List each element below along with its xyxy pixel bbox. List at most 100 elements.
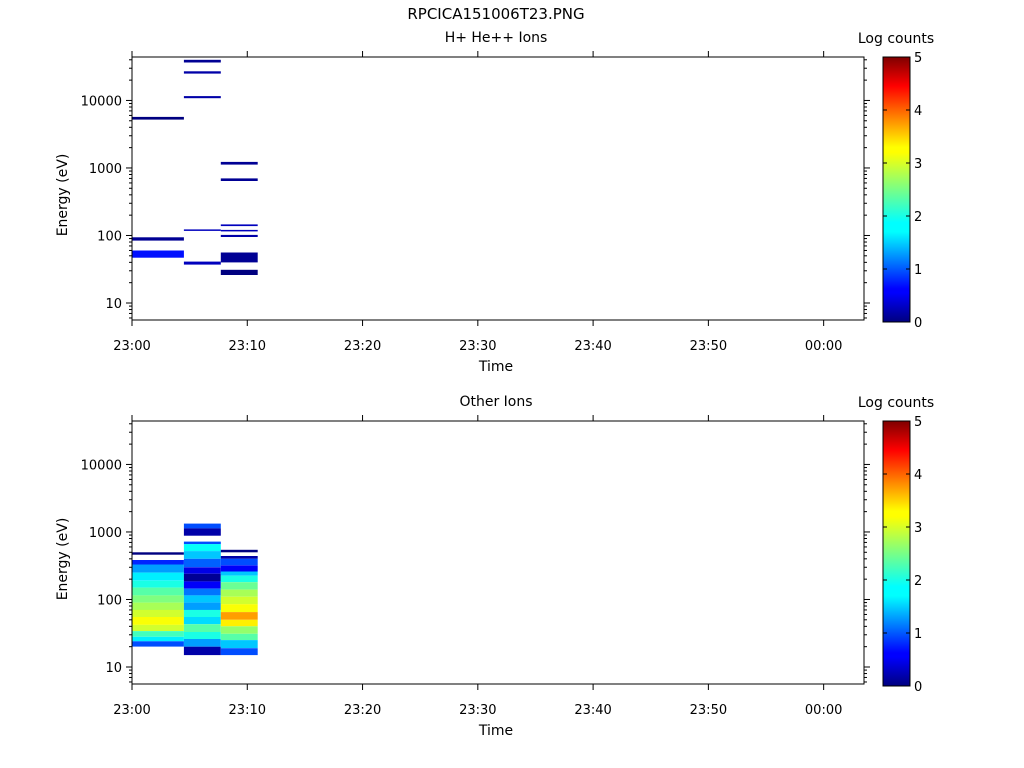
heatmap-cell [220,582,258,590]
heatmap-cell [132,624,184,632]
heatmap-cell [220,571,258,576]
x-tick-label: 23:00 [113,339,150,354]
heatmap-cell [132,631,184,637]
y-tick-label: 10 [105,297,122,312]
heatmap-cell [220,596,258,605]
heatmap-cell [183,59,221,63]
heatmap-cell [183,639,221,647]
panel-title: Other Ions [459,394,532,410]
x-tick-label: 00:00 [805,703,842,718]
heatmap-cell [220,626,258,634]
plot-frame [131,56,865,321]
heatmap-cell [132,564,184,573]
colorbar-tick-label: 5 [914,415,922,430]
colorbar-tick-label: 3 [914,521,922,536]
colorbar-ticks: 0 1 2 3 4 5 [883,51,922,331]
heatmap-cell [132,572,184,581]
heatmap-cell [132,580,184,588]
x-tick-label: 23:10 [229,339,266,354]
heatmap-cell [183,544,221,552]
y-tick-label: 10 [105,661,122,676]
heatmap-cell [183,617,221,625]
x-axis-label: Time [478,359,513,375]
heatmap-cell [132,617,184,625]
colorbar-tick-label: 2 [914,574,922,589]
heatmap-cells [132,523,258,656]
heatmap-cell [220,224,258,227]
heatmap-cell [220,269,258,275]
heatmap-cell [220,612,258,620]
heatmap-cell [183,581,221,589]
heatmap-cell [183,528,221,536]
y-tick-label: 10000 [81,458,122,473]
heatmap-cell [220,178,258,181]
heatmap-cell [183,573,221,582]
x-axis: 23:00 23:10 23:20 23:30 23:40 23:50 00:00 [113,415,842,718]
heatmap-cell [220,604,258,613]
heatmap-cell [220,565,258,572]
colorbar-tick-label: 4 [914,104,922,119]
heatmap-cell [220,619,258,627]
heatmap-cell [183,261,221,265]
y-tick-label: 100 [97,593,122,608]
x-tick-label: 23:40 [574,339,611,354]
heatmap-cell [220,589,258,597]
heatmap-cell [220,229,258,232]
figure-title: RPCICA151006T23.PNG [407,5,584,23]
heatmap-cell [183,523,221,529]
heatmap-cell [183,567,221,574]
heatmap-cell [220,234,258,237]
colorbar-tick-label: 3 [914,157,922,172]
colorbar-tick-label: 1 [914,627,922,642]
heatmap-cell [183,229,221,231]
colorbar-ticks: 0 1 2 3 4 5 [883,415,922,695]
y-tick-label: 100 [97,229,122,244]
x-tick-label: 23:30 [459,339,496,354]
colorbar-tick-label: 4 [914,468,922,483]
colorbar-tick-label: 0 [914,680,922,695]
y-tick-label: 1000 [89,162,122,177]
heatmap-cell [132,609,184,617]
x-tick-label: 00:00 [805,339,842,354]
heatmap-cell [132,237,184,241]
x-tick-label: 23:20 [344,703,381,718]
heatmap-cell [183,609,221,617]
y-axis-label: Energy (eV) [55,518,71,601]
y-axis-label: Energy (eV) [55,154,71,237]
y-axis: 10 100 1000 10000 [81,59,870,319]
heatmap-cell [220,252,258,263]
heatmap-cell [183,71,221,74]
heatmap-cell [220,575,258,583]
colorbar-tick-label: 5 [914,51,922,66]
heatmap-cell [132,587,184,596]
x-tick-label: 23:50 [690,703,727,718]
heatmap-cell [132,250,184,258]
x-tick-label: 23:10 [229,703,266,718]
heatmap-cell [183,632,221,639]
x-tick-label: 23:50 [690,339,727,354]
heatmap-cell [132,560,184,565]
x-tick-label: 23:30 [459,703,496,718]
y-tick-label: 1000 [89,526,122,541]
heatmap-cell [183,646,221,656]
x-axis-label: Time [478,723,513,739]
colorbar [882,420,911,687]
heatmap-cell [132,552,184,555]
y-tick-label: 10000 [81,94,122,109]
x-axis: 23:00 23:10 23:20 23:30 23:40 23:50 00:00 [113,51,842,354]
heatmap-cell [183,558,221,568]
heatmap-cell [183,624,221,632]
heatmap-cell [220,161,258,165]
y-axis: 10 100 1000 10000 [81,423,870,683]
x-tick-label: 23:00 [113,703,150,718]
heatmap-cell [220,549,258,553]
heatmap-cell [183,595,221,603]
heatmap-cell [220,558,258,566]
heatmap-cell [183,541,221,545]
heatmap-cell [132,595,184,603]
colorbar [882,56,911,323]
heatmap-cells [132,59,258,275]
